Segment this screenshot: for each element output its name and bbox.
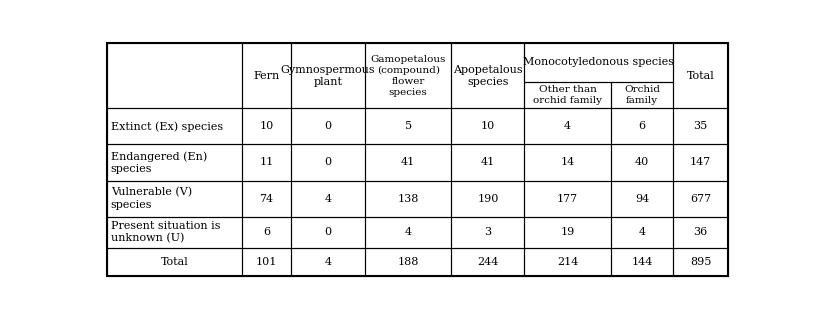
Text: 11: 11 [259,158,274,168]
Text: 101: 101 [256,257,277,267]
Text: 0: 0 [324,121,332,131]
Text: 177: 177 [557,193,578,203]
Text: Total: Total [687,71,715,81]
Text: 0: 0 [324,227,332,237]
Text: 41: 41 [401,158,416,168]
Text: 147: 147 [690,158,711,168]
Text: 4: 4 [638,227,645,237]
Text: 188: 188 [398,257,419,267]
Text: 10: 10 [259,121,274,131]
Text: 138: 138 [398,193,419,203]
Text: 0: 0 [324,158,332,168]
Text: Apopetalous
species: Apopetalous species [453,65,522,87]
Text: 19: 19 [561,227,575,237]
Text: Total: Total [161,257,188,267]
Text: 3: 3 [484,227,491,237]
Text: 4: 4 [324,257,332,267]
Text: Endangered (En)
species: Endangered (En) species [111,151,207,174]
Text: 41: 41 [481,158,495,168]
Text: 5: 5 [405,121,412,131]
Text: 4: 4 [564,121,571,131]
Text: 895: 895 [690,257,711,267]
Text: 14: 14 [561,158,575,168]
Text: 190: 190 [478,193,499,203]
Text: Other than
orchid family: Other than orchid family [533,85,602,105]
Text: 94: 94 [635,193,649,203]
Text: 244: 244 [478,257,499,267]
Text: 10: 10 [481,121,495,131]
Text: Extinct (Ex) species: Extinct (Ex) species [111,121,222,132]
Text: 4: 4 [405,227,412,237]
Text: Vulnerable (V)
species: Vulnerable (V) species [111,187,192,210]
Text: Gymnospermous
plant: Gymnospermous plant [280,65,375,87]
Text: Monocotyledonous species: Monocotyledonous species [523,57,674,67]
Text: 74: 74 [259,193,273,203]
Text: 36: 36 [694,227,708,237]
Text: 214: 214 [557,257,579,267]
Text: 144: 144 [632,257,653,267]
Text: 6: 6 [262,227,270,237]
Text: 6: 6 [638,121,645,131]
Text: Fern: Fern [253,71,280,81]
Text: Orchid
family: Orchid family [624,85,660,105]
Text: Present situation is
unknown (U): Present situation is unknown (U) [111,221,220,244]
Text: Gamopetalous
(compound)
flower
species: Gamopetalous (compound) flower species [371,54,446,97]
Text: 40: 40 [635,158,649,168]
Text: 35: 35 [694,121,708,131]
Text: 4: 4 [324,193,332,203]
Text: 677: 677 [690,193,711,203]
